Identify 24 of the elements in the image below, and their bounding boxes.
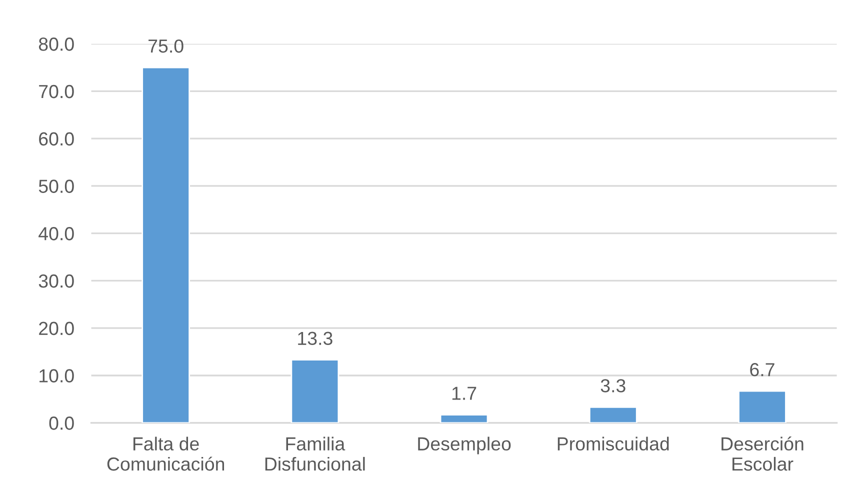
y-tick-label: 80.0 xyxy=(38,38,74,51)
y-tick-label: 20.0 xyxy=(39,322,74,336)
y-tick-label: 60.0 xyxy=(39,132,74,146)
x-tick-label: Desempleo xyxy=(418,436,511,454)
x-tick-label: Promiscuidad xyxy=(558,436,669,451)
x-tick-label: Falta de Comunicación xyxy=(107,436,224,471)
y-tick-label: 10.0 xyxy=(40,369,74,382)
bar xyxy=(142,66,190,423)
bar xyxy=(588,406,638,423)
bar xyxy=(440,414,488,423)
bar xyxy=(290,359,340,423)
bar xyxy=(738,390,786,423)
y-tick-label: 40.0 xyxy=(38,227,74,240)
x-tick-label: Familia Disfuncional xyxy=(265,436,365,471)
y-tick-label: 70.0 xyxy=(39,84,74,98)
y-tick-label: 30.0 xyxy=(38,274,74,288)
data-label: 6.7 xyxy=(750,363,774,376)
y-tick-label: 50.0 xyxy=(38,180,74,193)
y-tick-label: 0.0 xyxy=(49,416,74,430)
data-label: 1.7 xyxy=(452,386,476,400)
x-tick-label: Deserción Escolar xyxy=(722,436,804,471)
data-label: 75.0 xyxy=(148,39,184,53)
data-label: 3.3 xyxy=(600,379,626,392)
data-label: 13.3 xyxy=(298,332,332,346)
